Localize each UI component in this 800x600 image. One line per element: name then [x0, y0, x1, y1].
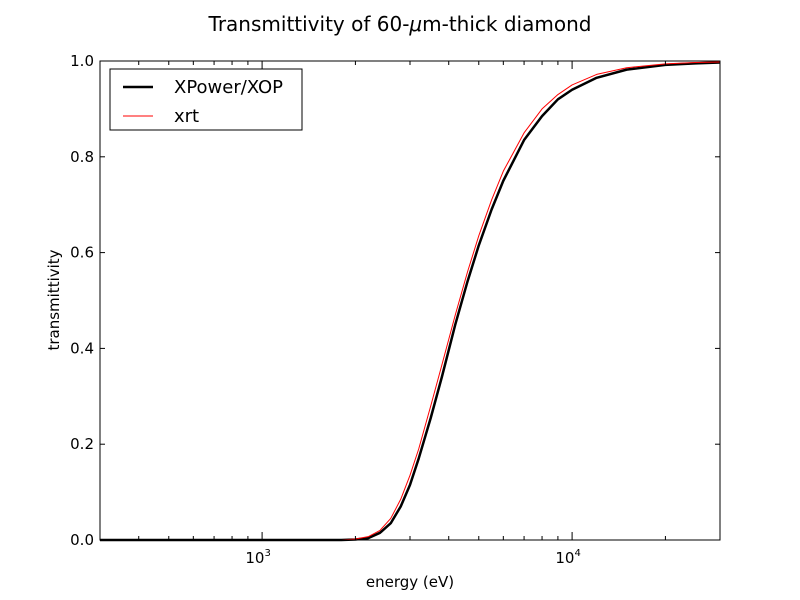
y-tick-label: 0.0 [70, 531, 94, 549]
y-tick-label: 0.8 [70, 148, 94, 166]
legend: XPower/XOP xrt [109, 68, 303, 131]
y-tick-label: 0.2 [70, 435, 94, 453]
x-tick-base: 10 [245, 549, 264, 567]
x-axis-label: energy (eV) [366, 573, 454, 591]
series-line-xpower-xop [100, 61, 720, 542]
chart-title-part-3: m-thick diamond [422, 12, 591, 36]
legend-label-xrt: xrt [174, 106, 199, 127]
y-tick-label: 1.0 [70, 52, 94, 70]
x-tick-exponent: 4 [574, 548, 580, 559]
y-axis-label: transmittivity [45, 249, 63, 350]
chart-title-part-1: Transmittivity of 60- [208, 12, 410, 36]
series-line-xrt [100, 61, 720, 541]
x-tick-base: 10 [555, 549, 574, 567]
legend-label-xpower: XPower/XOP [174, 77, 283, 98]
chart-title: Transmittivity of 60-μm-thick diamond [208, 12, 592, 36]
plot-frame [99, 60, 721, 541]
y-tick-label: 0.4 [70, 339, 94, 357]
legend-box [109, 68, 303, 131]
x-tick-exponent: 3 [264, 548, 270, 559]
chart-title-mu: μ [408, 12, 422, 36]
y-tick-label: 0.6 [70, 244, 94, 262]
x-tick-label: 104 [555, 548, 580, 567]
x-tick-label: 103 [245, 548, 270, 567]
